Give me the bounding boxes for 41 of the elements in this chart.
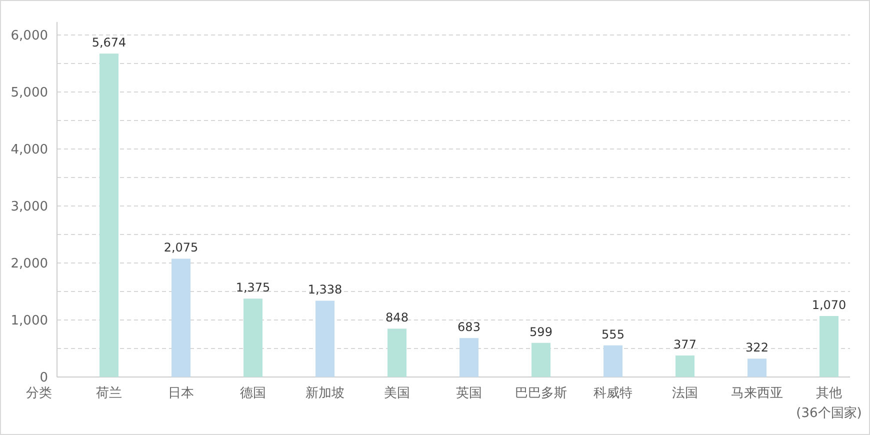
x-tick-label: 英国 xyxy=(456,386,482,401)
data-label: 2,075 xyxy=(164,240,198,255)
x-tick-label: 其他 (36个国家) xyxy=(796,386,862,421)
bar xyxy=(604,345,622,377)
bar xyxy=(388,328,406,377)
x-tick-label: 美国 xyxy=(384,385,410,401)
y-tick-label: 1,000 xyxy=(10,314,48,329)
data-label: 555 xyxy=(602,327,624,342)
x-tick-label: 德国 xyxy=(240,386,266,401)
y-tick-label: 3,000 xyxy=(10,200,48,215)
x-tick-label: 马来西亚 xyxy=(731,386,783,401)
bar xyxy=(316,300,334,377)
bar xyxy=(100,54,118,377)
data-label: 599 xyxy=(530,324,552,339)
bar xyxy=(172,258,190,377)
data-label: 377 xyxy=(674,338,696,352)
bar xyxy=(460,338,478,377)
x-tick-label: 巴巴多斯 xyxy=(515,386,567,401)
x-tick-label: 法国 xyxy=(672,386,698,401)
bar xyxy=(676,356,694,377)
y-tick-label: 2,000 xyxy=(10,256,48,272)
data-label: 1,375 xyxy=(236,280,270,295)
data-label: 1,338 xyxy=(308,282,342,297)
data-label: 683 xyxy=(458,320,480,334)
bar xyxy=(820,316,838,377)
x-axis-title: 分类 xyxy=(26,386,52,401)
bar xyxy=(748,358,766,377)
x-tick-label: 新加坡 xyxy=(306,386,344,401)
data-label: 1,070 xyxy=(812,298,846,312)
data-label: 322 xyxy=(746,340,768,355)
x-tick-label: 科威特 xyxy=(594,386,632,401)
data-label: 848 xyxy=(386,310,408,325)
y-tick-label: 5,000 xyxy=(10,86,48,101)
y-tick-label: 6,000 xyxy=(10,28,48,44)
y-tick-label: 0 xyxy=(40,370,48,386)
bar xyxy=(532,342,550,377)
y-tick-label: 4,000 xyxy=(10,142,48,158)
data-label: 5,674 xyxy=(92,36,126,50)
x-tick-label: 日本 xyxy=(168,386,194,401)
bar xyxy=(244,298,262,377)
x-tick-label: 荷兰 xyxy=(96,386,122,401)
